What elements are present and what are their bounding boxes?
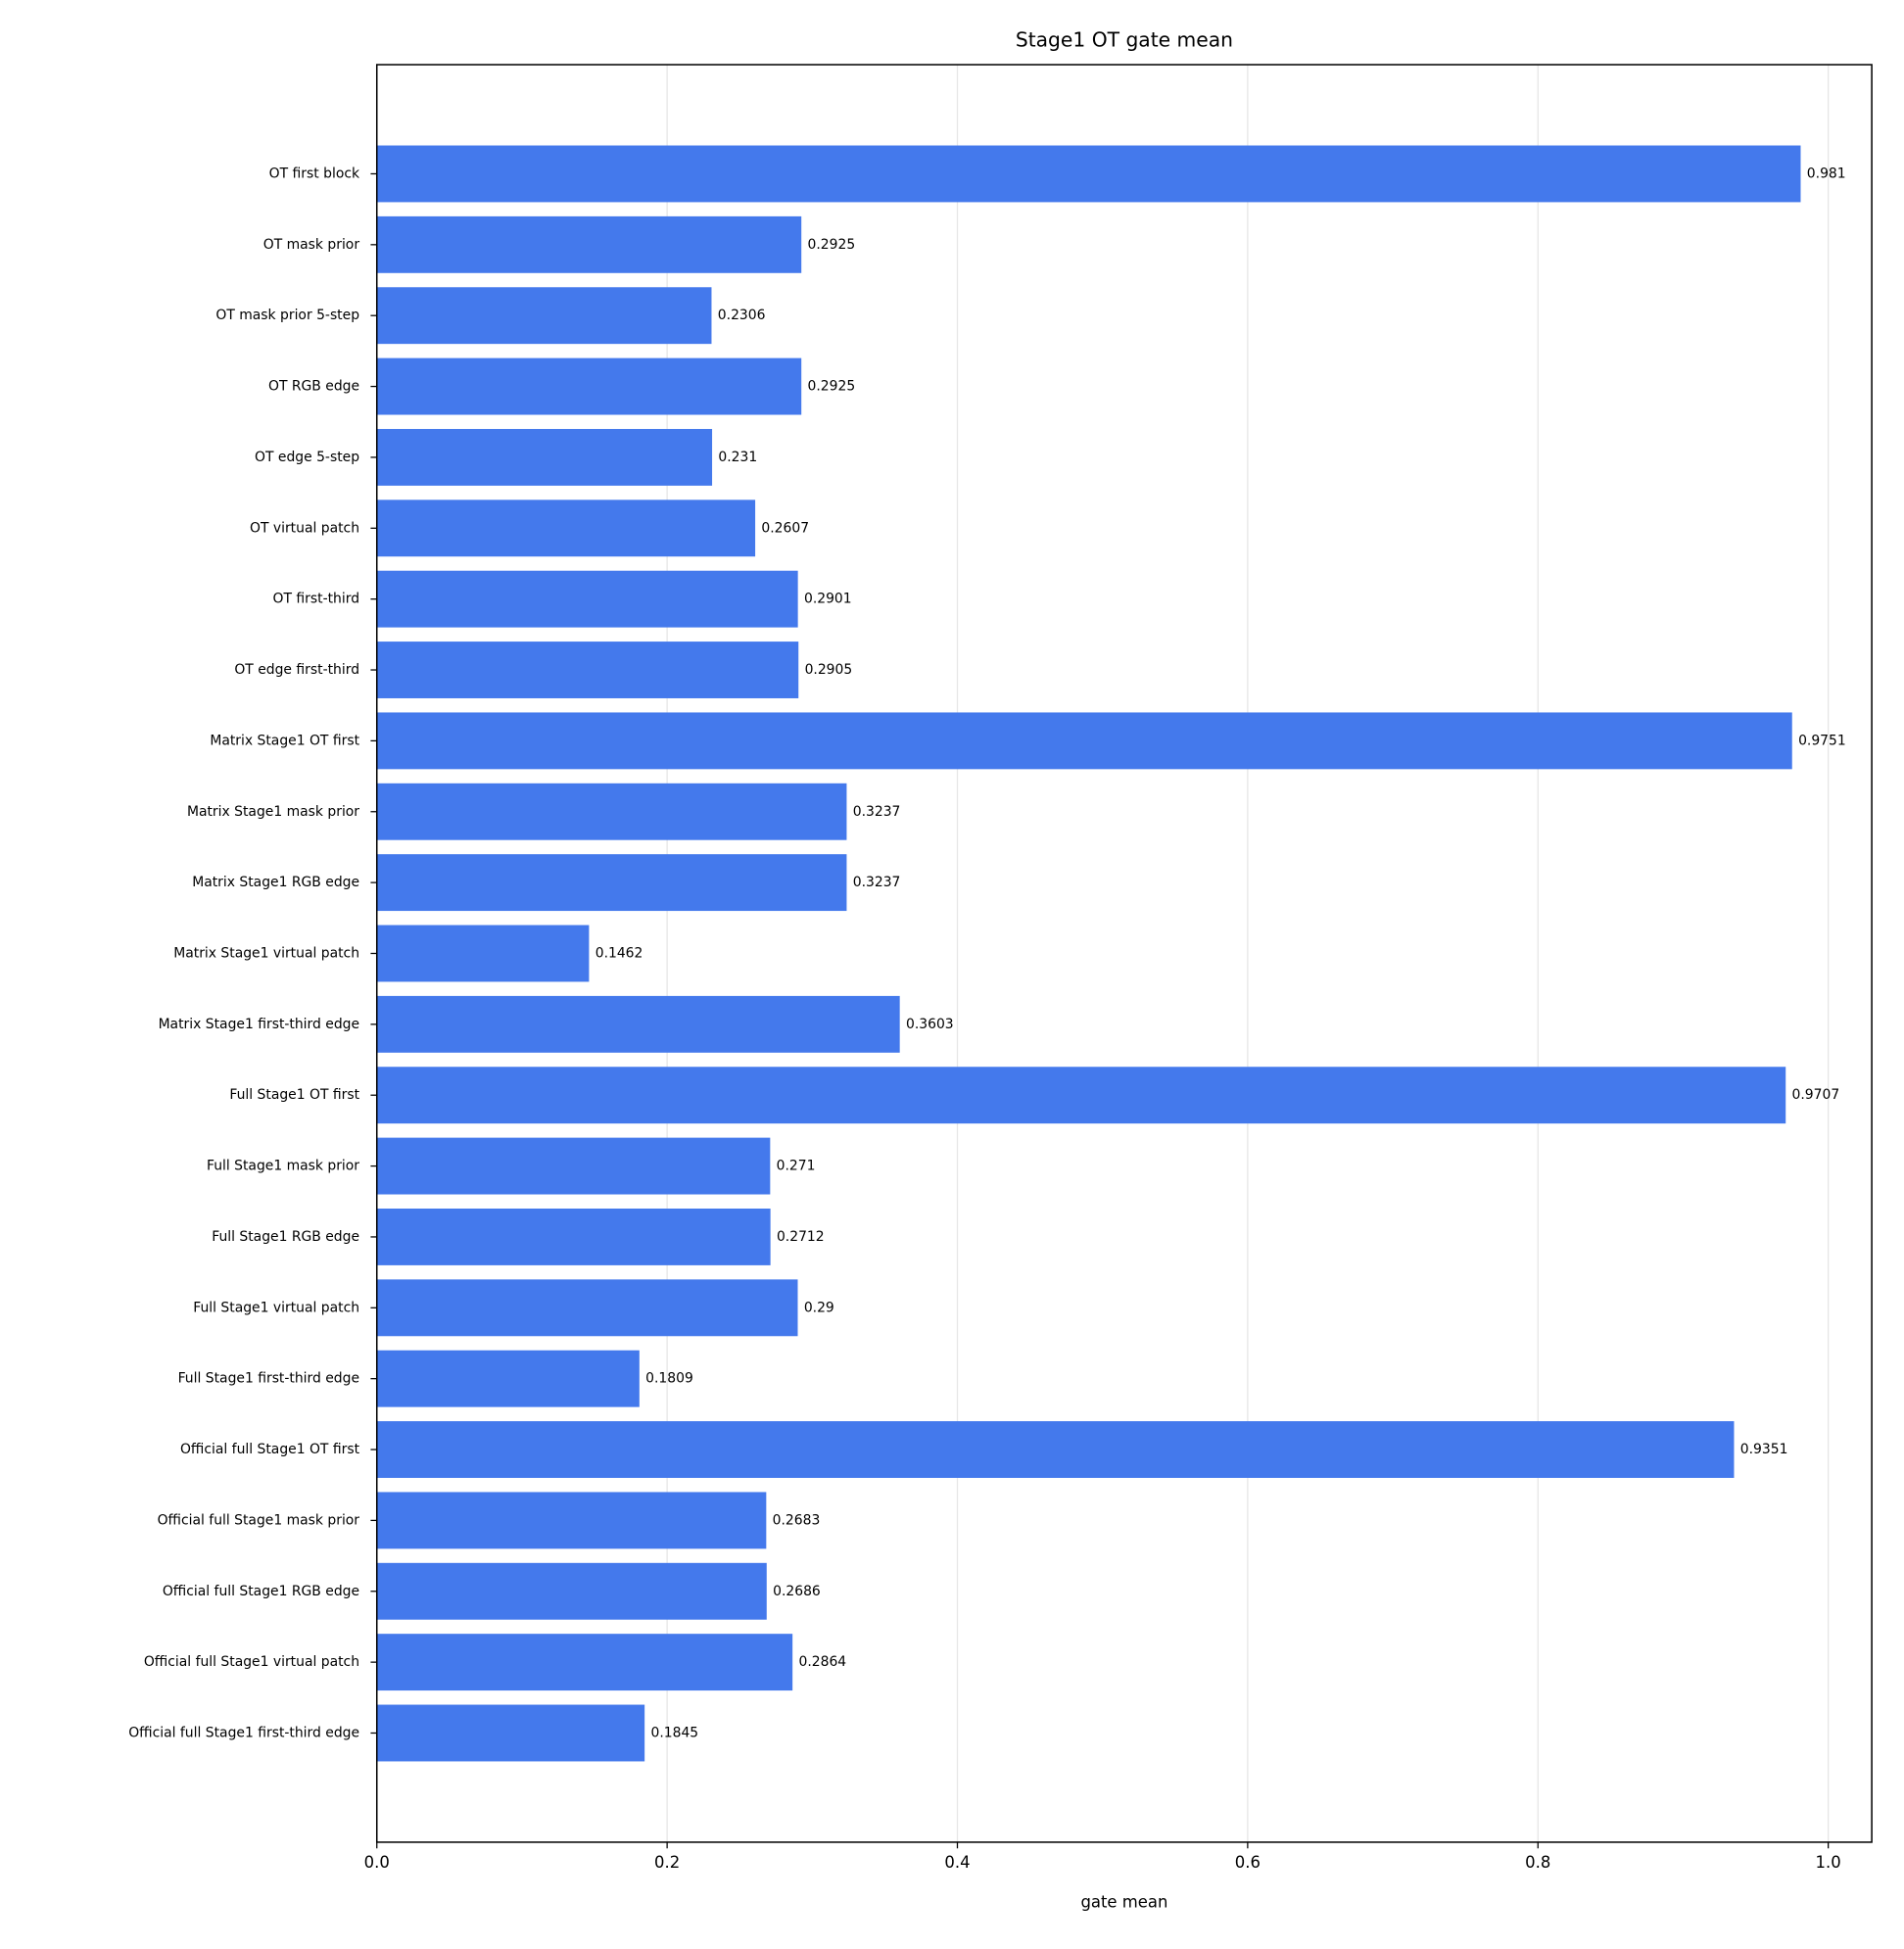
- bar: [376, 712, 1792, 770]
- y-tick-label: OT edge 5-step: [255, 450, 359, 465]
- value-label: 0.1845: [650, 1725, 698, 1740]
- y-tick-label: OT first block: [269, 166, 360, 181]
- value-label: 0.2901: [804, 592, 852, 607]
- y-tick-label: Matrix Stage1 virtual patch: [173, 945, 359, 961]
- y-tick-label: OT mask prior: [263, 237, 360, 253]
- y-tick-label: Full Stage1 RGB edge: [212, 1229, 359, 1245]
- bar: [376, 357, 802, 415]
- value-label: 0.9751: [1798, 733, 1846, 748]
- y-tick-label: Official full Stage1 first-third edge: [128, 1725, 359, 1740]
- x-tick-label: 0.8: [1525, 1853, 1550, 1872]
- value-label: 0.1462: [595, 945, 643, 961]
- y-tick-label: Official full Stage1 OT first: [180, 1442, 360, 1457]
- bar: [376, 1350, 640, 1407]
- bar: [376, 570, 798, 628]
- bar: [376, 1634, 793, 1691]
- value-label: 0.2686: [773, 1584, 821, 1599]
- bar: [376, 1067, 1786, 1124]
- y-tick-label: Full Stage1 virtual patch: [193, 1300, 359, 1315]
- value-label: 0.3237: [853, 875, 901, 890]
- bar: [376, 1137, 771, 1195]
- y-tick-label: Full Stage1 first-third edge: [178, 1371, 359, 1387]
- bar: [376, 783, 847, 840]
- value-label: 0.3237: [853, 804, 901, 820]
- plot-frame: [375, 64, 1873, 1843]
- y-tick-label: OT virtual patch: [250, 520, 359, 536]
- value-label: 0.9351: [1740, 1442, 1788, 1457]
- value-label: 0.2306: [718, 308, 766, 323]
- x-tick-label: 0.4: [944, 1853, 970, 1872]
- y-tick-label: Official full Stage1 mask prior: [158, 1512, 360, 1528]
- x-tick-label: 0.2: [654, 1853, 680, 1872]
- y-tick-label: OT edge first-third: [234, 662, 359, 678]
- y-tick-label: Matrix Stage1 first-third edge: [159, 1017, 359, 1032]
- bar: [376, 145, 1801, 203]
- bar: [376, 995, 900, 1053]
- value-label: 0.2864: [798, 1654, 846, 1670]
- value-label: 0.9707: [1792, 1087, 1840, 1103]
- value-label: 0.2607: [761, 520, 809, 536]
- bar: [376, 428, 713, 486]
- value-label: 0.2925: [808, 379, 856, 395]
- y-tick-label: Official full Stage1 RGB edge: [163, 1584, 359, 1599]
- y-tick-label: Official full Stage1 virtual patch: [144, 1654, 359, 1670]
- bar: [376, 854, 847, 912]
- bar: [376, 925, 590, 982]
- chart-title: Stage1 OT gate mean: [1016, 27, 1233, 51]
- y-tick-label: Full Stage1 mask prior: [207, 1159, 359, 1174]
- bar: [376, 1492, 767, 1549]
- bar: [376, 1279, 798, 1337]
- x-tick-label: 0.6: [1235, 1853, 1261, 1872]
- y-tick-label: Matrix Stage1 mask prior: [187, 804, 359, 820]
- bar: [376, 1421, 1735, 1478]
- y-tick-label: OT first-third: [273, 592, 359, 607]
- bar: [376, 1208, 771, 1265]
- value-label: 0.981: [1807, 166, 1846, 181]
- value-label: 0.1809: [645, 1371, 693, 1387]
- y-tick-label: OT RGB edge: [268, 379, 359, 395]
- value-label: 0.2925: [808, 237, 856, 253]
- value-label: 0.2712: [777, 1229, 825, 1245]
- bar: [376, 499, 756, 557]
- x-axis-label: gate mean: [1080, 1892, 1167, 1911]
- bar: [376, 1704, 645, 1762]
- bar: [376, 215, 802, 273]
- value-label: 0.3603: [906, 1017, 954, 1032]
- value-label: 0.2683: [773, 1512, 821, 1528]
- bar: [376, 1562, 767, 1620]
- value-label: 0.271: [777, 1159, 816, 1174]
- y-tick-label: Matrix Stage1 OT first: [210, 733, 359, 748]
- bar: [376, 287, 712, 345]
- y-tick-label: OT mask prior 5-step: [215, 308, 359, 323]
- bar: [376, 642, 799, 698]
- y-tick-label: Matrix Stage1 RGB edge: [192, 875, 359, 890]
- value-label: 0.29: [804, 1300, 834, 1315]
- y-tick-label: Full Stage1 OT first: [229, 1087, 359, 1103]
- x-tick-label: 1.0: [1816, 1853, 1841, 1872]
- value-label: 0.2905: [805, 662, 853, 678]
- value-label: 0.231: [718, 450, 757, 465]
- x-tick-label: 0.0: [364, 1853, 390, 1872]
